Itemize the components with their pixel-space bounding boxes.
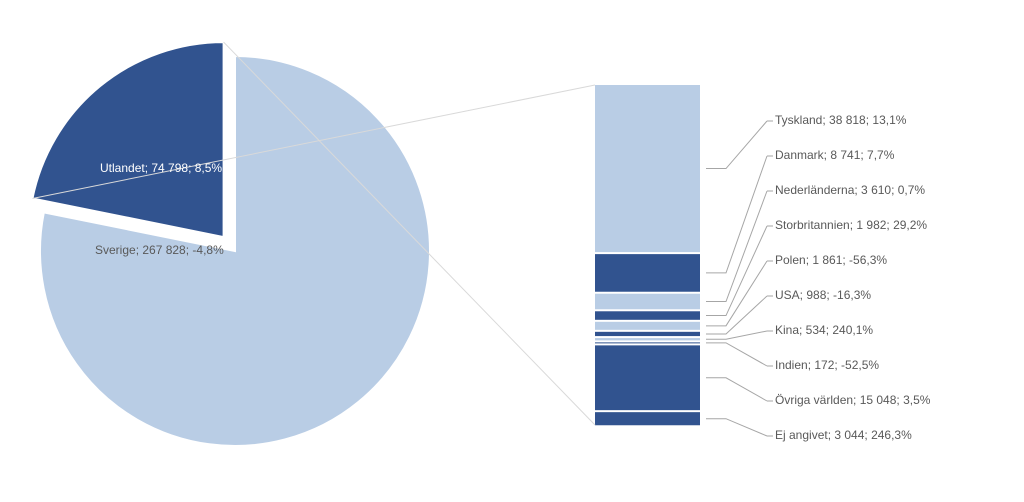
bar-segment-övriga-världen (595, 345, 700, 410)
pie-slice-utlandet (32, 42, 223, 237)
bar-label-tyskland: Tyskland; 38 818; 13,1% (775, 113, 906, 127)
bar-segment-polen (595, 322, 700, 330)
bar-label-danmark: Danmark; 8 741; 7,7% (775, 148, 894, 162)
bar-segment-kina (595, 338, 700, 340)
bar-segment-storbritannien (595, 311, 700, 320)
bar-label-storbritannien: Storbritannien; 1 982; 29,2% (775, 218, 927, 232)
bar-label-usa: USA; 988; -16,3% (775, 288, 871, 302)
bar-segment-indien (595, 342, 700, 343)
leader-line-7 (706, 343, 767, 366)
bar-label-indien: Indien; 172; -52,5% (775, 358, 879, 372)
bar-segment-tyskland (595, 85, 700, 252)
leader-line-0 (706, 121, 767, 169)
bar-label-kina: Kina; 534; 240,1% (775, 323, 873, 337)
leader-line-3 (706, 226, 767, 316)
leader-line-8 (706, 378, 767, 401)
bar-label-nederländerna: Nederländerna; 3 610; 0,7% (775, 183, 925, 197)
leader-line-6 (706, 331, 767, 339)
pie-label-sverige: Sverige; 267 828; -4,8% (95, 243, 224, 257)
leader-line-9 (706, 419, 767, 436)
bar-segment-usa (595, 332, 700, 336)
bar-label-ej-angivet: Ej angivet; 3 044; 246,3% (775, 428, 912, 442)
bar-label-polen: Polen; 1 861; -56,3% (775, 253, 887, 267)
pie-label-utlandet: Utlandet; 74 798; 8,5% (100, 161, 222, 175)
bar-segment-nederländerna (595, 294, 700, 310)
bar-segment-danmark (595, 254, 700, 292)
bar-segment-ej-angivet (595, 412, 700, 425)
bar-label-övriga-världen: Övriga världen; 15 048; 3,5% (775, 393, 930, 407)
